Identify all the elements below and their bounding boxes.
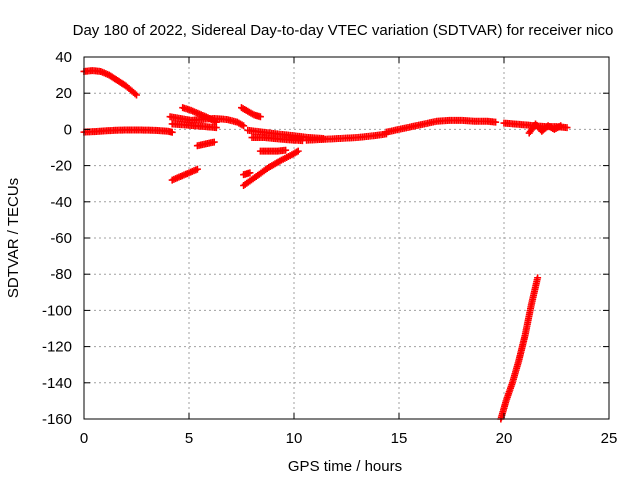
x-tick-label: 25 — [601, 430, 618, 447]
data-point — [131, 90, 139, 98]
y-tick-label: -80 — [50, 266, 72, 283]
data-point — [534, 274, 542, 282]
y-tick-labels: 40 20 0 -20 -40 -60 -80 -100 -120 -140 -160 — [42, 49, 72, 428]
y-tick-label: 40 — [55, 49, 72, 66]
series-arc-13 — [256, 146, 290, 155]
series-arc-05 — [179, 104, 220, 126]
axis-ticks — [83, 56, 610, 420]
y-tick-label: 20 — [55, 85, 72, 102]
x-tick-label: 5 — [185, 430, 193, 447]
y-tick-label: -140 — [42, 375, 72, 392]
data-point — [168, 128, 176, 136]
data-point — [210, 138, 218, 146]
y-tick-label: -160 — [42, 411, 72, 428]
data-point — [256, 113, 264, 121]
data-point — [294, 147, 302, 155]
series-arc-01 — [80, 67, 140, 99]
data-point — [193, 165, 201, 173]
series-arc-11 — [240, 147, 302, 190]
data-point — [212, 118, 220, 126]
y-tick-label: -20 — [50, 158, 72, 175]
y-tick-label: -100 — [42, 302, 72, 319]
x-tick-label: 10 — [286, 430, 303, 447]
y-tick-label: -40 — [50, 194, 72, 211]
chart-title: Day 180 of 2022, Sidereal Day-to-day VTE… — [73, 22, 614, 39]
y-tick-label: 0 — [64, 121, 72, 138]
x-axis-label: GPS time / hours — [288, 458, 402, 475]
data-point — [133, 91, 140, 99]
data-point — [557, 122, 565, 130]
series-arc-02 — [80, 126, 176, 136]
series-arc-08 — [238, 104, 264, 121]
series-arc-10 — [248, 134, 306, 145]
series-arc-07 — [193, 138, 218, 150]
y-axis-label: SDTVAR / TECUs — [5, 178, 22, 298]
y-tick-label: -60 — [50, 230, 72, 247]
series-arc-14 — [303, 130, 390, 144]
series-arc-06 — [168, 165, 201, 184]
series-arc-15 — [382, 116, 500, 136]
data-point — [492, 118, 500, 126]
data-point — [246, 169, 254, 177]
series-arc-18 — [497, 274, 542, 423]
data-point — [282, 146, 290, 154]
grid-lines — [84, 57, 609, 419]
x-tick-label: 0 — [80, 430, 88, 447]
x-tick-labels: 0 5 10 15 20 25 — [80, 430, 618, 447]
y-tick-label: -120 — [42, 339, 72, 356]
series-arc-04 — [168, 120, 220, 132]
series-arc-17 — [525, 120, 565, 137]
data-point — [240, 122, 248, 130]
series-arc-12 — [240, 169, 254, 179]
x-tick-label: 20 — [496, 430, 513, 447]
data-points — [80, 67, 571, 423]
x-tick-label: 15 — [391, 430, 408, 447]
data-point — [563, 124, 571, 132]
